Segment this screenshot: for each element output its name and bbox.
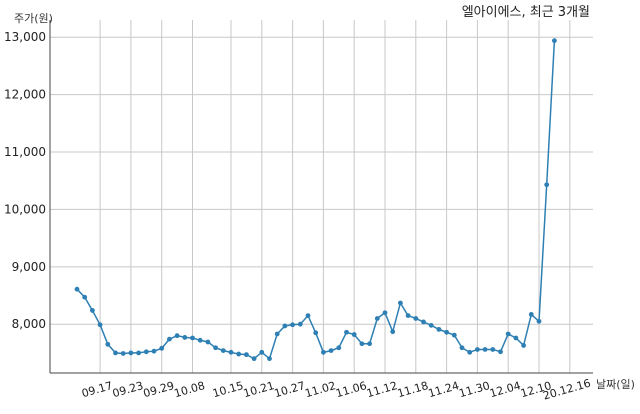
- data-point: [190, 335, 195, 341]
- x-tick-label: 11.06: [334, 379, 368, 400]
- y-tick-label: 8,000: [12, 317, 46, 331]
- data-point: [305, 313, 311, 319]
- data-point: [351, 332, 357, 337]
- x-tick-label: 10.15: [211, 379, 245, 400]
- data-point: [505, 331, 511, 337]
- x-tick-label: 11.24: [427, 379, 461, 400]
- data-point: [236, 351, 242, 357]
- x-tick-label: 12.04: [488, 379, 522, 400]
- y-axis-label: 주가(원): [14, 12, 53, 25]
- y-tick-label: 12,000: [4, 88, 46, 102]
- data-point: [105, 341, 111, 347]
- x-tick-label: 10.08: [173, 379, 207, 400]
- data-point: [120, 351, 126, 356]
- data-point: [428, 322, 434, 328]
- data-point: [274, 331, 280, 337]
- data-point: [213, 345, 219, 351]
- data-point: [444, 329, 449, 335]
- price-series: [74, 38, 557, 362]
- x-tick-label: 09.23: [111, 379, 145, 400]
- data-point: [290, 322, 295, 328]
- y-tick-label: 10,000: [4, 202, 46, 216]
- data-point: [482, 347, 488, 352]
- data-point: [475, 347, 480, 352]
- data-point: [321, 349, 326, 355]
- chart-title: 엘아이에스, 최근 3개월: [462, 5, 590, 20]
- x-tick-label: 09.17: [80, 379, 114, 400]
- data-point: [74, 286, 80, 292]
- data-point: [398, 300, 403, 306]
- data-point: [451, 332, 457, 338]
- data-point: [328, 348, 334, 354]
- data-point: [336, 345, 342, 351]
- axes: [49, 20, 593, 374]
- y-tick-label: 11,000: [4, 145, 46, 159]
- data-point: [344, 329, 349, 335]
- data-point: [521, 343, 526, 348]
- data-point: [251, 356, 257, 362]
- x-axis-label: 날짜(일): [596, 377, 635, 391]
- data-point: [528, 312, 534, 317]
- data-point: [513, 335, 519, 341]
- data-point: [182, 335, 188, 340]
- data-point: [197, 337, 203, 343]
- x-tick-label: 11.30: [458, 379, 492, 400]
- data-point: [536, 318, 542, 324]
- data-point: [490, 347, 496, 352]
- data-point: [136, 350, 142, 356]
- data-point: [159, 345, 165, 351]
- data-point: [382, 310, 388, 316]
- y-tick-label: 9,000: [12, 260, 46, 274]
- data-point: [405, 313, 411, 319]
- data-point: [228, 349, 234, 355]
- data-point: [244, 352, 249, 358]
- data-point: [544, 182, 550, 188]
- data-point: [436, 326, 442, 332]
- x-tick-label: 10.21: [242, 379, 276, 400]
- data-point: [552, 38, 557, 44]
- data-point: [459, 345, 465, 351]
- data-point: [313, 330, 319, 336]
- data-point: [82, 294, 88, 300]
- data-point: [421, 319, 426, 325]
- data-point: [359, 341, 365, 347]
- data-point: [267, 356, 272, 362]
- data-point: [97, 322, 103, 328]
- data-point: [282, 323, 288, 329]
- data-point: [167, 336, 172, 342]
- data-point: [128, 350, 134, 356]
- x-tick-label: 11.18: [396, 379, 430, 400]
- data-point: [174, 333, 180, 339]
- gridlines: [50, 20, 593, 373]
- x-tick-label: 11.12: [365, 379, 399, 400]
- data-point: [205, 339, 211, 345]
- x-tick-label: 10.27: [273, 379, 307, 400]
- data-point: [390, 329, 396, 335]
- series-line: [76, 40, 556, 360]
- data-point: [220, 348, 226, 354]
- data-point: [467, 349, 473, 355]
- data-point: [374, 316, 380, 321]
- data-point: [259, 349, 265, 355]
- y-axis-ticks: 8,000 9,000 10,000 11,000 12,000 13,000: [4, 30, 46, 331]
- data-point: [297, 321, 303, 327]
- x-tick-label: 09.29: [142, 379, 176, 400]
- y-tick-label: 13,000: [4, 30, 46, 44]
- data-point: [143, 349, 149, 355]
- data-point: [90, 308, 95, 313]
- x-tick-label: 11.02: [304, 379, 338, 400]
- data-point: [498, 349, 503, 355]
- data-point: [367, 341, 372, 347]
- data-point: [413, 316, 419, 321]
- data-point: [113, 350, 118, 356]
- data-point: [151, 348, 157, 354]
